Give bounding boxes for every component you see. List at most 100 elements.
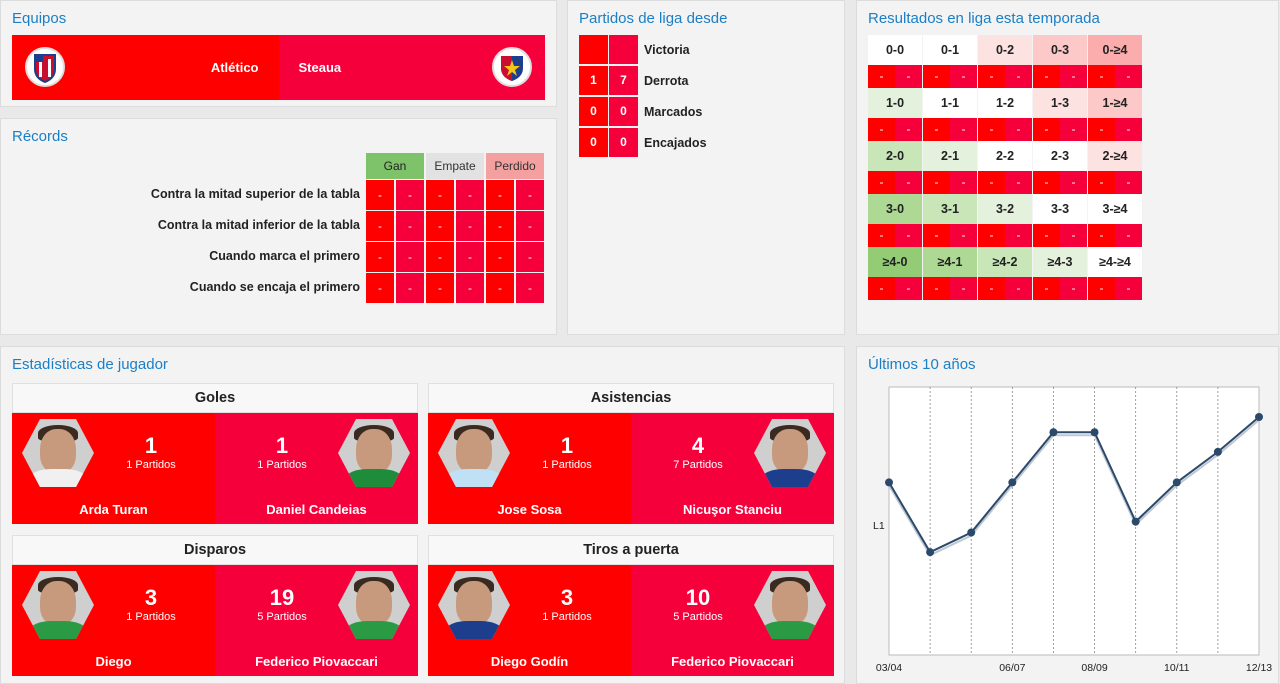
player-stat-value: 4 bbox=[691, 433, 705, 458]
result-count-cell: - bbox=[895, 118, 922, 141]
player-stat-value: 3 bbox=[144, 585, 158, 610]
result-score-cell: 2-1 bbox=[923, 141, 977, 171]
records-column-3: Perdido bbox=[486, 153, 544, 179]
records-cell: - bbox=[486, 273, 514, 303]
result-count-cell: - bbox=[1060, 171, 1087, 194]
player-name: Daniel Candeias bbox=[266, 502, 367, 517]
chart-x-tick-label: 12/13 bbox=[1246, 662, 1272, 674]
player-name: Arda Turan bbox=[79, 502, 148, 517]
stat-block-title: Goles bbox=[12, 383, 418, 413]
result-score-cell: 2-0 bbox=[868, 141, 922, 171]
result-count-cell: - bbox=[950, 277, 977, 300]
result-count-cell: - bbox=[978, 171, 1005, 194]
player-stat-matches: 1 Partidos bbox=[126, 459, 176, 471]
result-count-cell: - bbox=[895, 277, 922, 300]
records-row-label: Cuando marca el primero bbox=[209, 249, 360, 263]
result-score-cell: 3-2 bbox=[978, 194, 1032, 224]
result-count-cell: - bbox=[978, 277, 1005, 300]
records-title: Récords bbox=[12, 128, 68, 145]
result-score-cell: ≥4-3 bbox=[1033, 247, 1087, 277]
result-score-cell: 2-3 bbox=[1033, 141, 1087, 171]
records-row-label: Contra la mitad inferior de la tabla bbox=[157, 218, 360, 232]
result-count-cell: - bbox=[1060, 65, 1087, 88]
records-cell: - bbox=[516, 273, 544, 303]
records-cell: - bbox=[426, 180, 454, 210]
result-count-cell: - bbox=[868, 118, 895, 141]
result-count-cell: - bbox=[1033, 277, 1060, 300]
teams-panel: Equipos Atlético Steaua bbox=[0, 0, 557, 107]
records-cell: - bbox=[396, 180, 424, 210]
player-shirt bbox=[762, 469, 818, 487]
chart-point bbox=[1090, 428, 1099, 437]
result-count-cell: - bbox=[1088, 118, 1115, 141]
chart-point bbox=[1213, 447, 1222, 456]
league-row-label: Marcados bbox=[644, 105, 703, 119]
stat-block-title: Tiros a puerta bbox=[428, 535, 834, 565]
records-cell: - bbox=[486, 242, 514, 272]
result-score-cell: 1-≥4 bbox=[1088, 88, 1142, 118]
result-count-cell: - bbox=[1005, 277, 1032, 300]
league-away-value bbox=[609, 35, 638, 64]
atletico-crest-icon bbox=[25, 47, 65, 87]
result-count-cell: - bbox=[1088, 224, 1115, 247]
result-count-cell: - bbox=[950, 224, 977, 247]
result-count-cell: - bbox=[1060, 277, 1087, 300]
league-home-value: 0 bbox=[579, 97, 608, 126]
chart-x-tick-label: 08/09 bbox=[1081, 662, 1107, 674]
result-score-cell: 1-2 bbox=[978, 88, 1032, 118]
league-home-value: 1 bbox=[579, 66, 608, 95]
records-cell: - bbox=[426, 211, 454, 241]
home-team[interactable]: Atlético bbox=[12, 35, 279, 100]
stat-block-title: Disparos bbox=[12, 535, 418, 565]
chart-x-tick-label: 03/04 bbox=[876, 662, 902, 674]
result-score-cell: ≥4-0 bbox=[868, 247, 922, 277]
player-photo-icon bbox=[338, 419, 410, 487]
position-chart: L1 03/04 06/07 08/09 10/11 12/13 bbox=[873, 386, 1272, 674]
player-face bbox=[356, 429, 392, 473]
result-count-cell: - bbox=[1088, 277, 1115, 300]
records-cell: - bbox=[486, 211, 514, 241]
result-score-cell: ≥4-2 bbox=[978, 247, 1032, 277]
result-score-cell: 1-3 bbox=[1033, 88, 1087, 118]
chart-point bbox=[1131, 517, 1140, 526]
player-stat-value: 19 bbox=[269, 585, 295, 610]
result-count-cell: - bbox=[923, 277, 950, 300]
player-stat-matches: 1 Partidos bbox=[257, 459, 307, 471]
result-count-cell: - bbox=[923, 224, 950, 247]
result-count-cell: - bbox=[868, 224, 895, 247]
result-count-cell: - bbox=[1088, 171, 1115, 194]
chart-point bbox=[967, 528, 976, 537]
stat-block-title: Asistencias bbox=[428, 383, 834, 413]
player-face bbox=[456, 429, 492, 473]
league-row-label: Derrota bbox=[644, 74, 689, 88]
player-stat-value: 1 bbox=[144, 433, 158, 458]
player-photo-icon bbox=[754, 571, 826, 639]
records-column-1: Gan bbox=[366, 153, 424, 179]
result-score-cell: ≥4-1 bbox=[923, 247, 977, 277]
away-team[interactable]: Steaua bbox=[278, 35, 545, 100]
chart-point bbox=[1008, 478, 1017, 487]
result-count-cell: - bbox=[1088, 65, 1115, 88]
player-stat-matches: 5 Partidos bbox=[673, 611, 723, 623]
records-cell: - bbox=[396, 242, 424, 272]
result-score-cell: 1-1 bbox=[923, 88, 977, 118]
player-photo-icon bbox=[22, 571, 94, 639]
league-away-value: 7 bbox=[609, 66, 638, 95]
records-cell: - bbox=[366, 180, 394, 210]
records-cell: - bbox=[366, 242, 394, 272]
player-shirt bbox=[346, 621, 402, 639]
player-stat-matches: 1 Partidos bbox=[542, 611, 592, 623]
result-count-cell: - bbox=[895, 171, 922, 194]
season-results-title: Resultados en liga esta temporada bbox=[868, 10, 1100, 27]
chart-y-tick-label: L1 bbox=[873, 520, 885, 532]
chart-point bbox=[1049, 428, 1058, 437]
player-face bbox=[772, 429, 808, 473]
player-card[interactable]: 10 5 Partidos Federico Piovaccari bbox=[631, 565, 834, 676]
player-card[interactable]: 19 5 Partidos Federico Piovaccari bbox=[215, 565, 418, 676]
